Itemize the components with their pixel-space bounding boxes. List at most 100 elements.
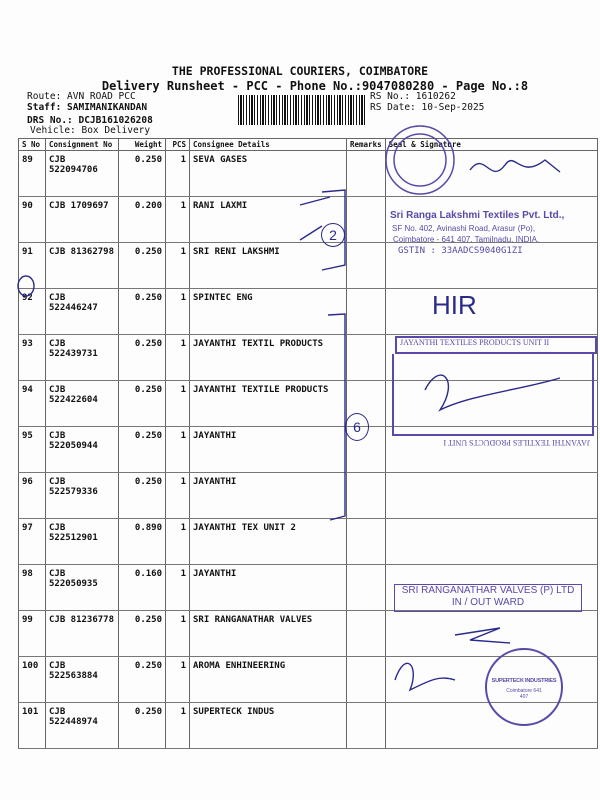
cell-pcs: 1	[165, 150, 190, 197]
barcode	[238, 95, 367, 125]
cell-remarks	[346, 242, 386, 289]
superteck-stamp-name: SUPERTECK INDUSTRIES	[491, 678, 557, 684]
cell-seal-signature	[384, 196, 598, 243]
cell-sno: 90	[18, 196, 46, 243]
cell-consignment-no: CJB 522094706	[45, 150, 119, 197]
cell-consignment-no: CJB 522050944	[45, 426, 119, 473]
cell-consignee: JAYANTHI TEXTILE PRODUCTS	[189, 380, 347, 427]
company-title: THE PROFESSIONAL COURIERS, COIMBATORE	[171, 64, 429, 78]
cell-consignment-no: CJB 522579336	[45, 472, 119, 519]
cell-sno: 89	[18, 150, 46, 197]
rs-number: RS No.: 1610262	[370, 91, 456, 102]
cell-remarks	[346, 288, 386, 335]
table-row: 97 CJB 522512901 0.890 1 JAYANTHI TEX UNIT 2	[18, 518, 598, 565]
table-row: 95 CJB 522050944 0.250 1 JAYANTHI	[18, 426, 598, 473]
route: Route: AVN ROAD PCC	[27, 91, 136, 102]
col-weight: Weight	[118, 138, 166, 151]
cell-pcs: 1	[165, 610, 190, 657]
cell-pcs: 1	[165, 518, 190, 565]
cell-weight: 0.250	[118, 426, 166, 473]
cell-pcs: 1	[165, 426, 190, 473]
superteck-stamp: SUPERTECK INDUSTRIES Coimbatore 641 407	[485, 648, 563, 726]
cell-pcs: 1	[165, 380, 190, 427]
cell-seal-signature	[384, 564, 598, 611]
cell-consignee: JAYANTHI	[189, 472, 347, 519]
cell-seal-signature	[384, 702, 598, 749]
textiles-stamp-name: Sri Ranga Lakshmi Textiles Pvt. Ltd.,	[390, 210, 565, 221]
cell-sno: 96	[18, 472, 46, 519]
cell-remarks	[346, 656, 386, 703]
cell-sno: 91	[18, 242, 46, 289]
cell-consignment-no: CJB 522422604	[45, 380, 119, 427]
cell-remarks	[346, 334, 386, 381]
cell-pcs: 1	[165, 564, 190, 611]
cell-consignment-no: CJB 522439731	[45, 334, 119, 381]
table-row: 91 CJB 81362798 0.250 1 SRI RENI LAKSHMI	[18, 242, 598, 289]
cell-weight: 0.250	[118, 288, 166, 335]
cell-seal-signature	[384, 334, 598, 381]
cell-pcs: 1	[165, 334, 190, 381]
cell-sno: 92	[18, 288, 46, 335]
cell-consignee: SUPERTECK INDUS	[189, 702, 347, 749]
cell-consignee: SEVA GASES	[189, 150, 347, 197]
cell-weight: 0.250	[118, 702, 166, 749]
cell-consignee: SRI RENI LAKSHMI	[189, 242, 347, 289]
cell-sno: 98	[18, 564, 46, 611]
table-row: 94 CJB 522422604 0.250 1 JAYANTHI TEXTILE PR…	[18, 380, 598, 427]
cell-consignment-no: CJB 1709697	[45, 196, 119, 243]
jayanthi-stamp-top: JAYANTHI TEXTILES PRODUCTS UNIT II	[395, 336, 597, 354]
cell-weight: 0.250	[118, 472, 166, 519]
cell-seal-signature	[384, 242, 598, 289]
col-remarks: Remarks	[346, 138, 386, 151]
cell-consignment-no: CJB 81362798	[45, 242, 119, 289]
col-pcs: PCS	[165, 138, 190, 151]
table-row: 98 CJB 522050935 0.160 1 JAYANTHI	[18, 564, 598, 611]
table-row: 101 CJB 522448974 0.250 1 SUPERTECK INDUS	[18, 702, 598, 749]
cell-sno: 100	[18, 656, 46, 703]
handwritten-mark-6: 6	[345, 413, 369, 441]
cell-remarks	[346, 150, 386, 197]
cell-consignment-no: CJB 522050935	[45, 564, 119, 611]
cell-remarks	[346, 610, 386, 657]
cell-weight: 0.200	[118, 196, 166, 243]
col-seal-signature: Seal & Signature	[384, 138, 598, 151]
col-consignee: Consignee Details	[189, 138, 347, 151]
table-row: 92 CJB 522446247 0.250 1 SPINTEC ENG	[18, 288, 598, 335]
ranganathar-stamp-name: SRI RANGANATHAR VALVES (P) LTD	[401, 585, 575, 596]
cell-remarks	[346, 702, 386, 749]
cell-weight: 0.250	[118, 150, 166, 197]
textiles-stamp-gstin: GSTIN : 33AADCS9040G1ZI	[398, 246, 523, 256]
col-sno: S No	[18, 138, 46, 151]
cell-consignment-no: CJB 522448974	[45, 702, 119, 749]
cell-pcs: 1	[165, 196, 190, 243]
cell-sno: 99	[18, 610, 46, 657]
cell-seal-signature	[384, 610, 598, 657]
drs-number: DRS No.: DCJB161026208	[27, 115, 153, 126]
textiles-stamp-address: SF No. 402, Avinashi Road, Arasur (Po),	[392, 224, 536, 233]
cell-consignee: JAYANTHI TEXTIL PRODUCTS	[189, 334, 347, 381]
cell-seal-signature	[384, 150, 598, 197]
vehicle: Vehicle: Box Delivery	[30, 125, 151, 136]
cell-pcs: 1	[165, 472, 190, 519]
table-row: 89 CJB 522094706 0.250 1 SEVA GASES	[18, 150, 598, 197]
cell-seal-signature	[384, 472, 598, 519]
cell-consignment-no: CJB 522512901	[45, 518, 119, 565]
cell-consignee: JAYANTHI TEX UNIT 2	[189, 518, 347, 565]
cell-sno: 101	[18, 702, 46, 749]
cell-weight: 0.890	[118, 518, 166, 565]
handwritten-mark-2: 2	[321, 223, 345, 247]
cell-consignment-no: CJB 522446247	[45, 288, 119, 335]
cell-pcs: 1	[165, 288, 190, 335]
col-consignment: Consignment No	[45, 138, 119, 151]
cell-remarks	[346, 196, 386, 243]
cell-seal-signature	[384, 518, 598, 565]
staff: Staff: SAMIMANIKANDAN	[27, 102, 148, 113]
cell-consignee: SRI RANGANATHAR VALVES	[189, 610, 347, 657]
cell-sno: 94	[18, 380, 46, 427]
cell-remarks	[346, 472, 386, 519]
cell-remarks	[346, 518, 386, 565]
table-row: 96 CJB 522579336 0.250 1 JAYANTHI	[18, 472, 598, 519]
cell-pcs: 1	[165, 702, 190, 749]
cell-weight: 0.160	[118, 564, 166, 611]
